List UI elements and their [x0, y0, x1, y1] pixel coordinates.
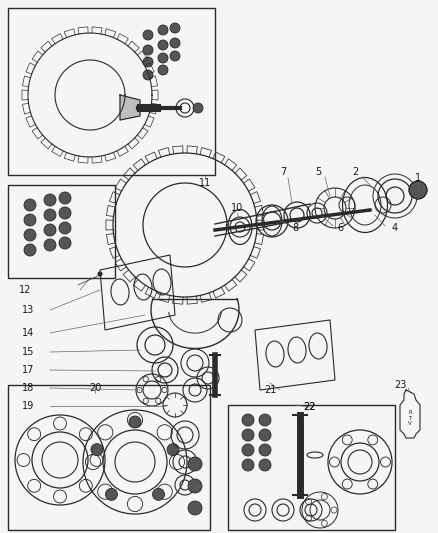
- Circle shape: [170, 51, 180, 61]
- Text: 23: 23: [394, 380, 406, 390]
- Circle shape: [170, 23, 180, 33]
- Circle shape: [59, 192, 71, 204]
- Circle shape: [242, 459, 254, 471]
- Circle shape: [44, 239, 56, 251]
- Circle shape: [259, 444, 271, 456]
- Text: 10: 10: [231, 203, 243, 213]
- Circle shape: [59, 222, 71, 234]
- Circle shape: [188, 501, 202, 515]
- Text: 8: 8: [292, 223, 298, 233]
- Circle shape: [59, 207, 71, 219]
- Text: 13: 13: [22, 305, 34, 315]
- Circle shape: [106, 488, 117, 500]
- Text: 15: 15: [22, 347, 34, 357]
- Circle shape: [143, 70, 153, 80]
- Text: 22: 22: [304, 402, 316, 412]
- Circle shape: [259, 429, 271, 441]
- Text: 12: 12: [19, 285, 31, 295]
- Polygon shape: [120, 95, 140, 120]
- Text: R
T
V: R T V: [408, 410, 412, 426]
- Circle shape: [158, 65, 168, 75]
- Bar: [228, 405, 395, 530]
- Circle shape: [193, 103, 203, 113]
- Circle shape: [152, 488, 165, 500]
- Circle shape: [259, 459, 271, 471]
- Text: 6: 6: [337, 223, 343, 233]
- Circle shape: [143, 57, 153, 67]
- Circle shape: [59, 237, 71, 249]
- Circle shape: [24, 214, 36, 226]
- Circle shape: [24, 244, 36, 256]
- Circle shape: [143, 30, 153, 40]
- Text: 21: 21: [264, 385, 276, 395]
- Text: 7: 7: [280, 167, 286, 177]
- Text: 22: 22: [304, 402, 316, 412]
- Circle shape: [158, 25, 168, 35]
- Text: 20: 20: [89, 383, 101, 393]
- Circle shape: [188, 457, 202, 471]
- Circle shape: [409, 181, 427, 199]
- Circle shape: [242, 429, 254, 441]
- Circle shape: [158, 40, 168, 50]
- Circle shape: [24, 229, 36, 241]
- Circle shape: [158, 53, 168, 63]
- Circle shape: [167, 443, 179, 456]
- Circle shape: [188, 479, 202, 493]
- Text: 14: 14: [22, 328, 34, 338]
- Circle shape: [44, 224, 56, 236]
- Circle shape: [129, 416, 141, 428]
- Circle shape: [259, 414, 271, 426]
- Circle shape: [98, 272, 102, 276]
- Circle shape: [143, 45, 153, 55]
- Circle shape: [91, 443, 103, 456]
- Circle shape: [242, 414, 254, 426]
- Text: 17: 17: [22, 365, 34, 375]
- Circle shape: [24, 199, 36, 211]
- Bar: [8, 185, 115, 278]
- Text: 4: 4: [392, 223, 398, 233]
- Bar: [8, 385, 210, 530]
- Text: 1: 1: [415, 173, 421, 183]
- Text: 2: 2: [352, 167, 358, 177]
- Text: 11: 11: [199, 178, 211, 188]
- Circle shape: [170, 38, 180, 48]
- Circle shape: [44, 194, 56, 206]
- Circle shape: [242, 444, 254, 456]
- Circle shape: [44, 209, 56, 221]
- Bar: [8, 8, 215, 175]
- Text: 18: 18: [22, 383, 34, 393]
- Text: 19: 19: [22, 401, 34, 411]
- Text: 5: 5: [315, 167, 321, 177]
